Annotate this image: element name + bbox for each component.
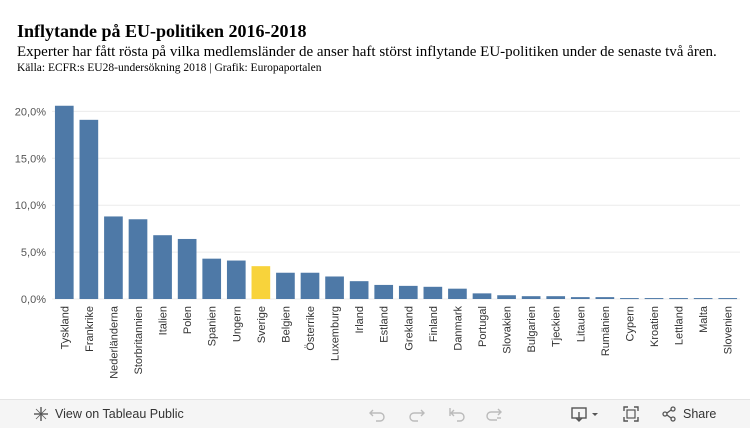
bar[interactable] — [423, 286, 443, 299]
bar[interactable] — [472, 293, 492, 299]
x-tick-label: Sverige — [256, 306, 268, 343]
bar[interactable] — [325, 276, 344, 299]
bar[interactable] — [497, 295, 516, 299]
bar[interactable] — [79, 119, 99, 299]
x-tick-label: Luxemburg — [330, 306, 342, 361]
revert-icon[interactable] — [448, 405, 466, 423]
bar[interactable] — [546, 296, 566, 299]
undo-icon[interactable] — [368, 405, 386, 423]
x-tick-label: Slovakien — [502, 306, 514, 354]
x-tick-label: Belgien — [280, 306, 292, 343]
share-icon — [662, 406, 676, 422]
x-tick-label: Österrike — [305, 306, 317, 351]
x-tick-label: Malta — [698, 305, 710, 333]
x-tick-label: Litauen — [575, 306, 587, 342]
x-tick-label: Bulgarien — [526, 306, 538, 352]
bar[interactable] — [570, 297, 590, 299]
refresh-icon[interactable] — [485, 405, 503, 423]
y-tick-label: 5,0% — [21, 247, 46, 259]
redo-icon[interactable] — [408, 405, 426, 423]
bar[interactable] — [128, 219, 148, 299]
bar[interactable] — [398, 285, 418, 299]
x-tick-label: Cypern — [624, 306, 636, 341]
chart-title: Inflytande på EU-politiken 2016-2018 — [17, 21, 307, 41]
x-tick-label: Italien — [158, 306, 170, 335]
bar[interactable] — [448, 288, 467, 299]
share-label: Share — [683, 407, 717, 421]
bar[interactable] — [202, 258, 222, 299]
chart-source: Källa: ECFR:s EU28-undersökning 2018 | G… — [17, 62, 322, 74]
y-tick-label: 10,0% — [15, 200, 46, 212]
x-tick-label: Slovenien — [723, 306, 735, 354]
x-tick-label: Portugal — [477, 306, 489, 347]
bar[interactable] — [54, 105, 74, 299]
x-tick-label: Polen — [182, 306, 194, 334]
y-tick-label: 0,0% — [21, 294, 46, 306]
x-tick-label: Danmark — [452, 306, 464, 351]
bar[interactable] — [718, 298, 738, 300]
tableau-toolbar: View on Tableau Public Share — [0, 399, 750, 428]
x-tick-label: Tyskland — [59, 306, 71, 349]
x-tick-label: Kroatien — [649, 306, 661, 347]
download-icon[interactable] — [570, 405, 602, 423]
bar[interactable] — [693, 298, 713, 300]
bar[interactable] — [669, 298, 688, 300]
y-tick-label: 20,0% — [15, 106, 46, 118]
x-tick-label: Frankrike — [84, 306, 96, 352]
x-tick-label: Ungern — [231, 306, 243, 342]
bar[interactable] — [153, 235, 172, 299]
bar[interactable] — [104, 216, 123, 299]
x-tick-label: Tjeckien — [551, 306, 563, 347]
bar[interactable] — [374, 284, 394, 299]
x-tick-label: Finland — [428, 306, 440, 342]
bar[interactable] — [276, 272, 295, 299]
bar[interactable] — [521, 296, 541, 299]
chart-subtitle: Experter har fått rösta på vilka medlems… — [17, 44, 717, 60]
x-tick-label: Storbritannien — [133, 306, 145, 375]
x-tick-label: Spanien — [207, 306, 219, 346]
x-axis: Tyskland Frankrike Nederländerna Storbritan… — [59, 305, 734, 379]
view-on-tableau-label: View on Tableau Public — [55, 407, 184, 421]
x-tick-label: Rumänien — [600, 306, 612, 356]
fullscreen-icon[interactable] — [622, 405, 640, 423]
bar[interactable] — [177, 238, 197, 299]
x-tick-label: Irland — [354, 306, 366, 334]
y-tick-label: 15,0% — [15, 153, 46, 165]
bar[interactable] — [349, 281, 369, 299]
bar-chart: 0,0% 5,0% 10,0% 15,0% 20,0% Tyskland Frankrik… — [15, 105, 740, 379]
bar[interactable] — [251, 266, 271, 299]
x-tick-label: Lettland — [674, 306, 686, 345]
bar[interactable] — [595, 297, 615, 299]
bar[interactable] — [300, 272, 320, 299]
tableau-icon — [34, 407, 48, 421]
chart-header: Inflytande på EU-politiken 2016-2018 Exp… — [17, 20, 737, 75]
view-on-tableau-button[interactable]: View on Tableau Public — [33, 406, 184, 422]
bars — [54, 105, 738, 300]
share-button[interactable]: Share — [661, 406, 716, 422]
x-tick-label: Nederländerna — [108, 305, 120, 379]
bar[interactable] — [620, 298, 639, 300]
bar[interactable] — [644, 298, 664, 300]
x-tick-label: Estland — [379, 306, 391, 343]
bar[interactable] — [226, 260, 246, 299]
y-axis: 0,0% 5,0% 10,0% 15,0% 20,0% — [15, 106, 46, 306]
x-tick-label: Grekland — [403, 306, 415, 351]
